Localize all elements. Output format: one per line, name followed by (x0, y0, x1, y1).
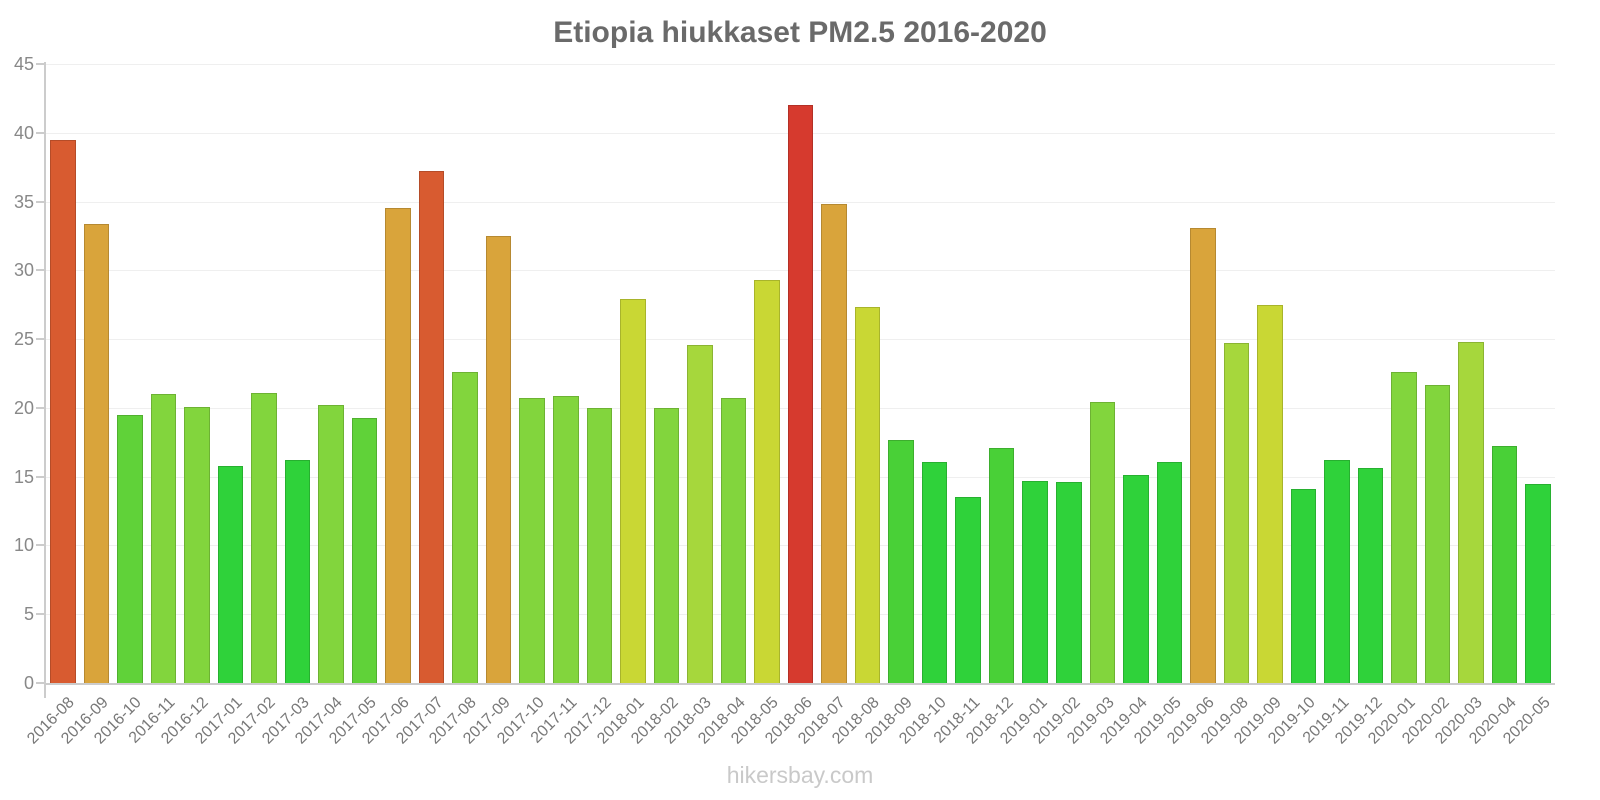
bar-2018-08[interactable] (854, 307, 881, 683)
bar-2016-11[interactable] (150, 394, 177, 683)
bar-2019-06[interactable] (1190, 227, 1216, 683)
bar-2016-09[interactable] (83, 223, 110, 683)
bar-2019-09[interactable] (1257, 304, 1283, 683)
bar-2018-01[interactable] (620, 299, 646, 683)
y-tick-label-10: 10 (13, 535, 34, 556)
y-tick-mark-35 (36, 200, 45, 203)
gridline-45 (46, 64, 1555, 65)
bar-2017-05[interactable] (351, 417, 378, 683)
y-axis-line (44, 62, 46, 698)
bar-2017-10[interactable] (519, 398, 545, 683)
y-tick-label-0: 0 (23, 673, 34, 693)
bar-2019-10[interactable] (1290, 489, 1317, 683)
y-tick-label-15: 15 (13, 466, 34, 487)
bar-2020-01[interactable] (1391, 372, 1417, 683)
bar-2017-09[interactable] (485, 235, 512, 683)
y-tick-mark-0 (36, 682, 45, 684)
bar-2016-10[interactable] (117, 414, 143, 683)
bar-2018-10[interactable] (921, 461, 948, 683)
y-tick-mark-10 (36, 544, 45, 547)
bar-2019-05[interactable] (1156, 461, 1183, 683)
bar-2017-07[interactable] (418, 171, 445, 683)
bar-2017-02[interactable] (251, 392, 277, 683)
bar-2017-04[interactable] (318, 405, 344, 683)
bar-2017-12[interactable] (586, 407, 613, 683)
bar-2019-04[interactable] (1123, 475, 1149, 683)
y-tick-mark-15 (36, 475, 45, 478)
bar-2018-07[interactable] (821, 204, 847, 683)
bar-2017-11[interactable] (553, 395, 579, 683)
bar-2019-02[interactable] (1056, 482, 1082, 683)
bar-2017-06[interactable] (385, 208, 411, 683)
bar-2018-05[interactable] (754, 279, 780, 683)
bar-2019-08[interactable] (1223, 343, 1250, 683)
y-tick-mark-5 (36, 613, 45, 616)
bar-2020-05[interactable] (1525, 483, 1551, 683)
y-tick-label-20: 20 (13, 397, 34, 418)
bar-2020-03[interactable] (1458, 341, 1484, 683)
bar-2017-01[interactable] (217, 465, 244, 683)
y-tick-label-5: 5 (23, 604, 34, 625)
bar-2018-09[interactable] (888, 439, 914, 683)
footer-watermark: hikersbay.com (726, 762, 874, 788)
y-tick-mark-30 (36, 269, 45, 272)
chart-title: Etiopia hiukkaset PM2.5 2016-2020 (553, 16, 1047, 49)
bar-2016-08[interactable] (50, 139, 76, 683)
y-tick-label-35: 35 (13, 191, 34, 212)
y-tick-mark-40 (36, 131, 45, 134)
y-tick-label-45: 45 (13, 54, 34, 74)
bar-2019-11[interactable] (1324, 460, 1350, 683)
y-tick-label-25: 25 (13, 329, 34, 350)
bar-2016-12[interactable] (184, 406, 210, 683)
bar-2018-03[interactable] (687, 344, 713, 683)
y-tick-label-30: 30 (13, 260, 34, 281)
y-tick-mark-20 (36, 406, 45, 409)
bar-chart-plot-area (46, 64, 1555, 683)
bar-2018-02[interactable] (653, 407, 680, 683)
bar-2018-06[interactable] (787, 105, 814, 683)
y-tick-mark-25 (36, 338, 45, 341)
bar-2018-04[interactable] (720, 398, 747, 683)
bar-2017-03[interactable] (284, 460, 311, 683)
y-tick-label-40: 40 (13, 122, 34, 143)
bar-2018-12[interactable] (988, 447, 1015, 683)
bar-2019-12[interactable] (1357, 468, 1384, 683)
bar-2017-08[interactable] (452, 372, 478, 683)
y-tick-mark-45 (36, 63, 45, 65)
bar-2020-02[interactable] (1424, 384, 1451, 683)
bar-2019-01[interactable] (1022, 480, 1048, 683)
x-axis-line (44, 683, 1555, 685)
bar-2019-03[interactable] (1089, 402, 1116, 683)
bar-2018-11[interactable] (955, 497, 981, 683)
bar-2020-04[interactable] (1491, 446, 1518, 683)
